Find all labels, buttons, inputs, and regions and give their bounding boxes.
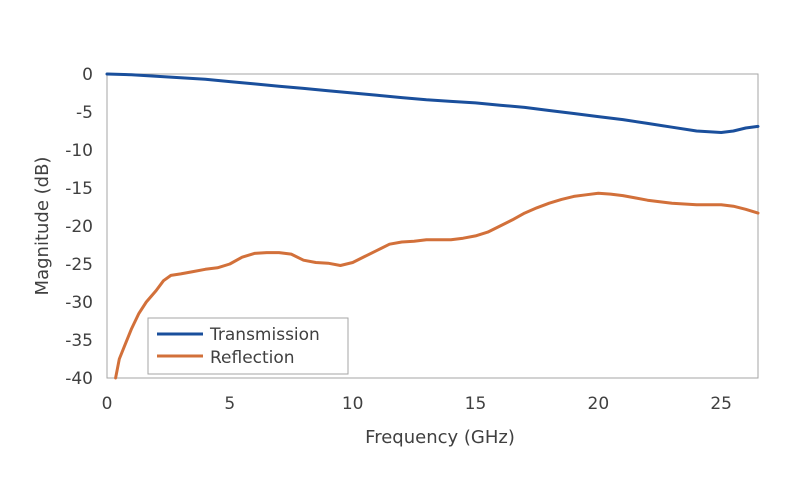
legend: Transmission Reflection: [147, 317, 349, 375]
y-tick-label: -30: [65, 293, 93, 313]
legend-label-reflection: Reflection: [210, 348, 295, 368]
y-axis-ticks: 0 -5 -10 -15 -20 -25 -30 -35 -40: [65, 65, 93, 389]
x-tick-label: 25: [710, 394, 732, 414]
x-tick-label: 5: [224, 394, 235, 414]
y-axis-title: Magnitude (dB): [32, 157, 53, 296]
plot-frame: [106, 73, 759, 379]
x-axis-ticks: 0 5 10 15 20 25: [102, 394, 732, 414]
y-tick-label: -5: [76, 103, 93, 123]
legend-box: [147, 317, 349, 375]
y-tick-label: -35: [65, 331, 93, 351]
y-tick-label: -20: [65, 217, 93, 237]
x-tick-label: 10: [342, 394, 364, 414]
y-tick-label: 0: [82, 65, 93, 85]
series-line-reflection: [114, 191, 760, 380]
x-tick-label: 15: [465, 394, 487, 414]
y-tick-label: -25: [65, 255, 93, 275]
x-axis-title: Frequency (GHz): [365, 427, 515, 448]
y-tick-label: -15: [65, 179, 93, 199]
x-tick-label: 20: [588, 394, 610, 414]
legend-label-transmission: Transmission: [209, 325, 320, 345]
series-line-transmission: [105, 72, 760, 134]
y-tick-label: -40: [65, 369, 93, 389]
series-layer: [105, 72, 760, 380]
x-tick-label: 0: [102, 394, 113, 414]
y-tick-label: -10: [65, 141, 93, 161]
